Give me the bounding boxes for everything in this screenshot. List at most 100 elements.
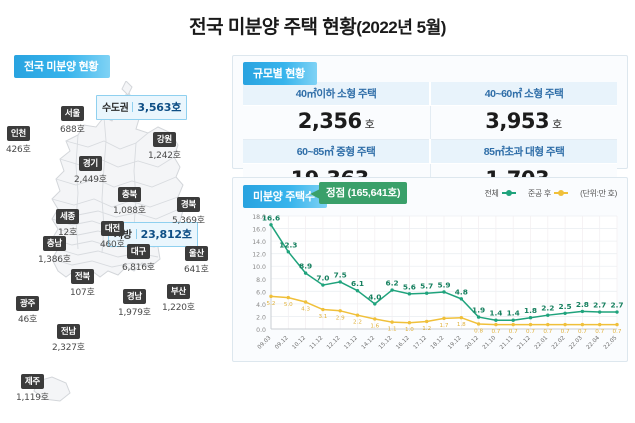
svg-text:21.10: 21.10: [482, 335, 498, 351]
region-busan: 부산 1,220호: [162, 281, 195, 313]
svg-text:5.6: 5.6: [403, 282, 416, 291]
svg-text:2.9: 2.9: [336, 315, 345, 321]
region-incheon-name: 인천: [6, 126, 30, 141]
size-header-0: 40㎡이하 소형 주택: [243, 82, 431, 106]
region-gyeongbuk: 경북 5,369호: [172, 194, 205, 226]
region-daejeon-value: 460호: [100, 240, 125, 250]
summary-local-value: 23,812호: [140, 228, 192, 241]
svg-text:11.12: 11.12: [309, 335, 325, 351]
region-daegu: 대구 6,816호: [122, 241, 155, 273]
svg-text:2.0: 2.0: [256, 314, 266, 321]
region-gyeonggi-name: 경기: [78, 156, 102, 171]
region-sejong-name: 세종: [56, 209, 80, 224]
legend-item-after-completion: 준공 후: [528, 188, 571, 199]
legend-unit-note: (단위:만 호): [580, 189, 617, 198]
svg-text:2.5: 2.5: [559, 302, 572, 311]
svg-text:8.0: 8.0: [256, 277, 266, 284]
region-daejeon-name: 대전: [100, 221, 124, 236]
svg-text:4.8: 4.8: [455, 287, 468, 296]
size-value-1: 3,953: [485, 109, 550, 133]
summary-capital-value: 3,563호: [137, 101, 182, 114]
svg-text:20.12: 20.12: [464, 335, 480, 351]
region-gyeonggi-value: 2,449호: [74, 175, 107, 185]
region-gangwon: 강원 1,242호: [148, 129, 181, 161]
svg-text:16.6: 16.6: [262, 213, 280, 222]
line-chart-svg: 0.0 2.0 4.0 6.0 8.0 10.0 12.0 14.0 16.0 18.0 09.03…: [252, 213, 623, 351]
region-gwangju: 광주 46호: [16, 293, 40, 325]
svg-text:4.0: 4.0: [256, 302, 266, 309]
region-gyeongbuk-name: 경북: [176, 197, 200, 212]
svg-text:0.7: 0.7: [509, 329, 518, 335]
region-jeonnam-value: 2,327호: [52, 343, 85, 353]
region-ulsan-value: 641호: [184, 265, 209, 275]
region-sejong-value: 12호: [57, 228, 78, 238]
svg-text:1.1: 1.1: [388, 327, 397, 333]
size-unit-1: 호: [552, 119, 563, 131]
svg-text:0.7: 0.7: [491, 329, 500, 335]
region-chungbuk-value: 1,088호: [113, 206, 146, 216]
svg-text:6.2: 6.2: [386, 279, 399, 288]
size-table-card: 규모별 현황 40㎡이하 소형 주택 40~60㎡ 소형 주택 2,356 호 3…: [232, 55, 628, 198]
region-jeonbuk-value: 107호: [70, 288, 95, 298]
region-jeju-value: 1,119호: [16, 393, 49, 403]
svg-text:5.9: 5.9: [437, 280, 450, 289]
svg-text:5.7: 5.7: [420, 282, 433, 291]
svg-text:5.0: 5.0: [284, 302, 293, 308]
size-unit-0: 호: [364, 119, 375, 131]
svg-text:09.03: 09.03: [257, 335, 273, 351]
svg-text:12.3: 12.3: [279, 240, 297, 249]
region-jeonnam: 전남 2,327호: [52, 321, 85, 353]
region-daejeon: 대전 460호: [100, 218, 125, 250]
chart-legend: 전체 준공 후 (단위:만 호): [477, 188, 617, 199]
region-chungnam-name: 충남: [42, 236, 66, 251]
svg-text:21.11: 21.11: [499, 335, 515, 351]
legend-total-marker: [501, 190, 516, 196]
size-header-1: 40~60㎡ 소형 주택: [430, 82, 617, 106]
region-chungnam-value: 1,386호: [38, 255, 71, 265]
region-chungbuk-name: 충북: [117, 187, 141, 202]
region-incheon: 인천 426호: [6, 123, 31, 155]
page-title: 전국 미분양 주택 현황(2022년 5월): [0, 12, 635, 39]
legend-total-label: 전체: [484, 189, 499, 198]
region-ulsan-name: 울산: [184, 246, 208, 261]
svg-text:21.12: 21.12: [516, 335, 532, 351]
table-row: 60~85㎡ 중형 주택 85㎡초과 대형 주택: [243, 139, 617, 164]
chart-annotation-peak: 정점 (165,641호): [309, 182, 408, 204]
svg-text:0.7: 0.7: [561, 329, 570, 335]
right-column: 규모별 현황 40㎡이하 소형 주택 40~60㎡ 소형 주택 2,356 호 3…: [232, 55, 628, 362]
svg-text:2.7: 2.7: [610, 301, 623, 310]
region-gwangju-name: 광주: [16, 296, 40, 311]
region-busan-name: 부산: [166, 284, 190, 299]
svg-text:14.12: 14.12: [361, 335, 377, 351]
svg-text:18.12: 18.12: [430, 335, 446, 351]
chart-plot-area: 0.0 2.0 4.0 6.0 8.0 10.0 12.0 14.0 16.0 18.0 09.03…: [233, 206, 629, 363]
size-header-3: 85㎡초과 대형 주택: [430, 139, 617, 164]
svg-text:10.12: 10.12: [291, 335, 307, 351]
svg-text:16.0: 16.0: [252, 227, 266, 234]
svg-text:0.7: 0.7: [595, 329, 604, 335]
svg-text:16.12: 16.12: [395, 335, 411, 351]
svg-text:0.7: 0.7: [613, 329, 622, 335]
size-value-cell-1: 3,953 호: [430, 105, 617, 140]
svg-text:10.0: 10.0: [252, 264, 266, 271]
svg-text:0.7: 0.7: [543, 329, 552, 335]
svg-text:13.12: 13.12: [343, 335, 359, 351]
region-daegu-name: 대구: [126, 244, 150, 259]
chart-card: 미분양 주택수 전체 준공 후 (단위:만 호) 정점 (165,641호) 0…: [232, 177, 628, 362]
svg-text:0.7: 0.7: [526, 329, 535, 335]
svg-text:1.7: 1.7: [440, 323, 449, 329]
svg-text:14.0: 14.0: [252, 239, 266, 246]
map-panel: 전국 미분양 현황: [6, 55, 224, 415]
svg-text:22.02: 22.02: [551, 335, 567, 351]
svg-text:6.0: 6.0: [256, 289, 266, 296]
svg-text:7.0: 7.0: [316, 274, 329, 283]
region-busan-value: 1,220호: [162, 303, 195, 313]
region-gyeonggi: 경기 2,449호: [74, 153, 107, 185]
page-title-sub: (2022년 5월): [356, 18, 446, 37]
svg-text:4.3: 4.3: [301, 307, 310, 313]
svg-text:0.0: 0.0: [256, 327, 266, 334]
svg-text:12.0: 12.0: [252, 252, 266, 259]
svg-text:4.0: 4.0: [368, 292, 381, 301]
